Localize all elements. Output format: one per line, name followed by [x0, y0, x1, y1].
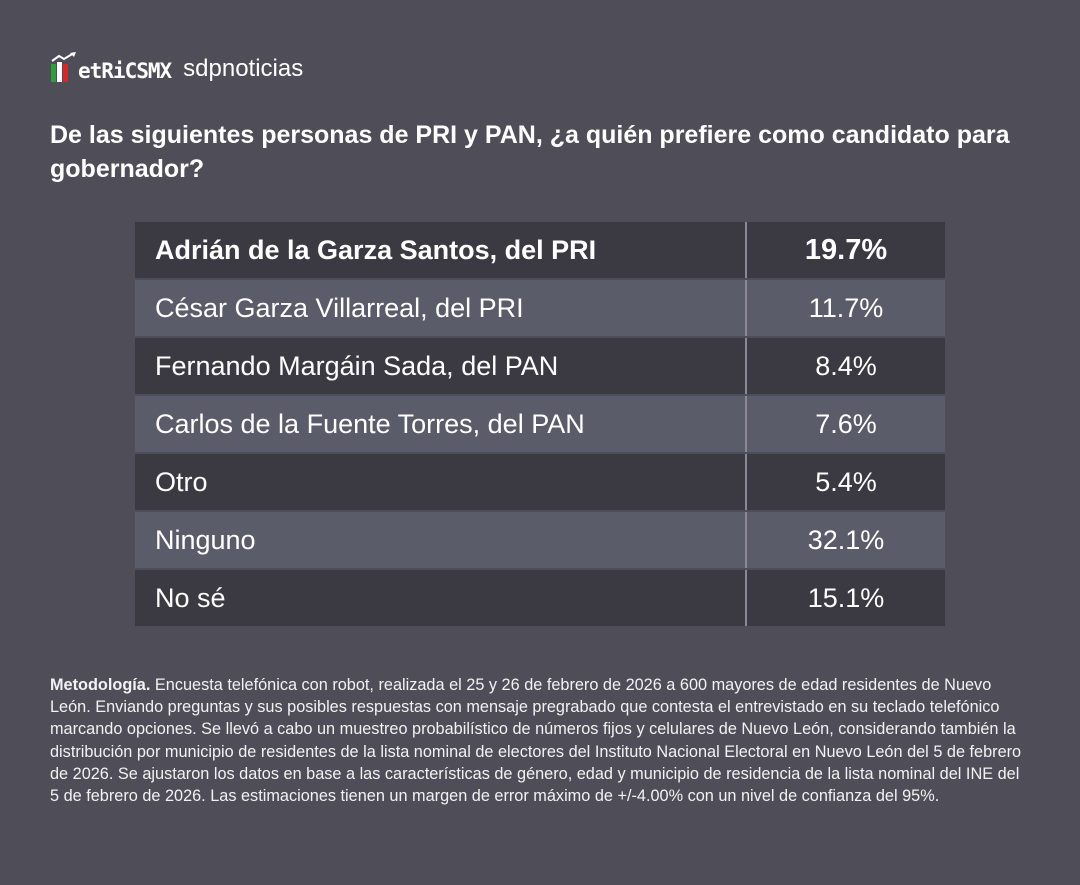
table-row: No sé 15.1% [135, 570, 945, 626]
candidate-name: Fernando Margáin Sada, del PAN [135, 338, 747, 394]
candidate-percentage: 8.4% [815, 350, 877, 381]
methodology-label: Metodología. [50, 676, 151, 694]
brand-header: etRiCSMX sdpnoticias [50, 52, 303, 82]
metrics-mx-logo: etRiCSMX [50, 52, 172, 83]
sdpnoticias-logo: sdpnoticias [183, 55, 304, 82]
candidate-percentage: 7.6% [815, 408, 877, 439]
candidate-name: Adrián de la Garza Santos, del PRI [135, 222, 747, 278]
table-row: Ninguno 32.1% [135, 512, 945, 568]
option-percentage: 5.4% [815, 466, 877, 497]
question-title: De las siguientes personas de PRI y PAN,… [50, 121, 1010, 183]
option-percentage: 15.1% [807, 582, 885, 613]
candidate-name: Carlos de la Fuente Torres, del PAN [135, 396, 747, 452]
table-row: Carlos de la Fuente Torres, del PAN 7.6% [135, 396, 945, 452]
results-table: Adrián de la Garza Santos, del PRI 19.7%… [135, 222, 945, 628]
table-row: César Garza Villarreal, del PRI 11.7% [135, 280, 945, 336]
methodology-text: Encuesta telefónica con robot, realizada… [50, 676, 1022, 806]
methodology-note: Metodología. Encuesta telefónica con rob… [50, 674, 1025, 807]
table-row: Otro 5.4% [135, 454, 945, 510]
option-name: Otro [135, 454, 747, 510]
option-name: No sé [135, 570, 747, 626]
trend-arrow-flag-icon [51, 52, 76, 82]
candidate-percentage: 11.7% [808, 292, 884, 323]
candidate-name: César Garza Villarreal, del PRI [135, 280, 747, 336]
option-name: Ninguno [135, 512, 747, 568]
table-row: Fernando Margáin Sada, del PAN 8.4% [135, 338, 945, 394]
metrics-logo-text: etRiCSMX [78, 59, 172, 83]
option-percentage: 32.1% [807, 524, 885, 555]
candidate-percentage: 19.7% [804, 233, 888, 266]
table-row: Adrián de la Garza Santos, del PRI 19.7% [135, 222, 945, 278]
